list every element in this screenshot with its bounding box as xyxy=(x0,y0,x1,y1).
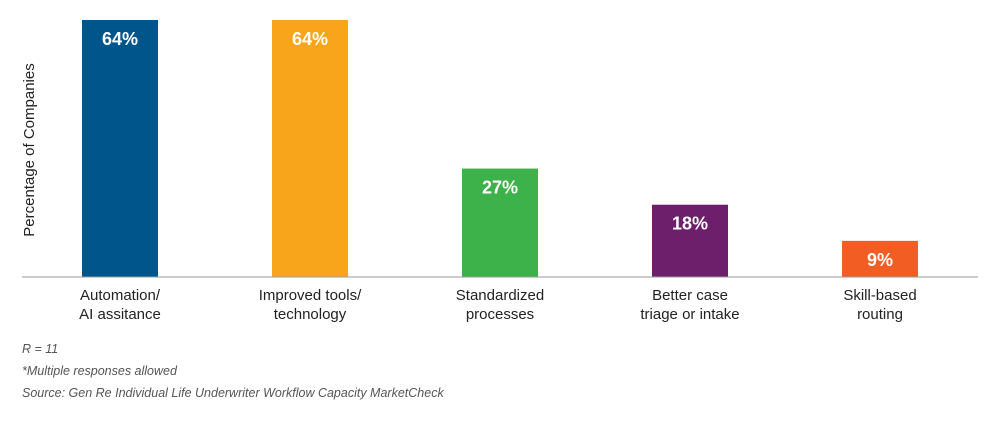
bar-1 xyxy=(82,20,158,277)
category-label: Standardized xyxy=(456,287,544,304)
bar-5 xyxy=(842,240,918,277)
bar-value-label: 64% xyxy=(102,29,138,49)
category-label: AI assitance xyxy=(79,306,161,323)
bar-value-label: 64% xyxy=(292,29,328,49)
bars-group: 64% 64% 27% 18% 9% xyxy=(82,20,918,277)
footnotes: R = 11 *Multiple responses allowed Sourc… xyxy=(22,338,444,404)
source-note: Source: Gen Re Individual Life Underwrit… xyxy=(22,386,444,400)
bar-value-label: 9% xyxy=(867,250,893,270)
respondent-count: R = 11 xyxy=(22,342,59,356)
bar-chart: Percentage of Companies 64% 64% 27% 18% 9% A… xyxy=(21,20,978,323)
category-label: Skill-based xyxy=(843,287,916,304)
category-label: Better case xyxy=(652,287,728,304)
category-label: Improved tools/ xyxy=(259,287,362,304)
category-label: triage or intake xyxy=(640,306,739,323)
bar-value-label: 18% xyxy=(672,214,708,234)
multiple-responses-note: *Multiple responses allowed xyxy=(22,364,177,378)
category-label: Automation/ xyxy=(80,287,161,304)
bar-4 xyxy=(652,204,728,277)
bar-2 xyxy=(272,20,348,277)
category-label: routing xyxy=(857,306,903,323)
category-label: processes xyxy=(466,306,534,323)
y-axis-label: Percentage of Companies xyxy=(21,63,38,236)
bar-3 xyxy=(462,168,538,277)
bar-value-label: 27% xyxy=(482,178,518,198)
category-labels: Automation/AI assitance Improved tools/te… xyxy=(79,287,917,323)
category-label: technology xyxy=(274,306,347,323)
